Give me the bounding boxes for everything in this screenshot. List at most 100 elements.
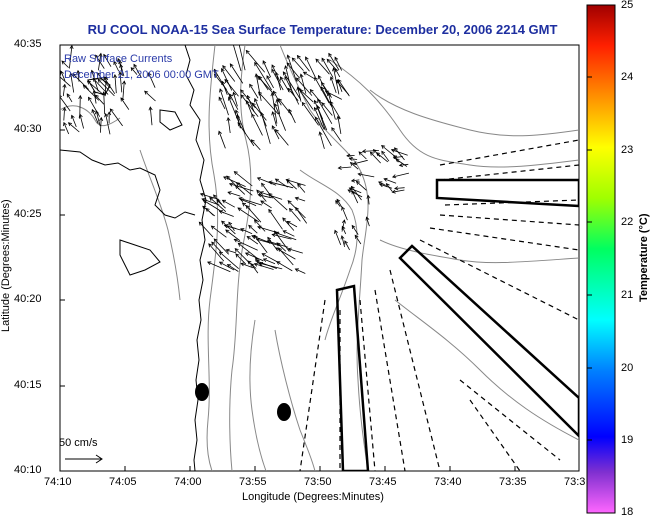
current-vector — [234, 239, 258, 251]
current-vector — [223, 176, 246, 187]
current-vector-head — [219, 88, 223, 93]
current-vector — [238, 45, 246, 71]
current-vector — [258, 91, 279, 115]
current-vector-head — [60, 70, 64, 75]
colorbar-tick-label: 19 — [621, 434, 634, 446]
current-vector — [314, 107, 325, 130]
current-vector — [120, 64, 123, 76]
current-vector-head — [104, 112, 109, 118]
current-vector — [211, 225, 227, 238]
bathymetry-contours — [60, 45, 579, 471]
current-vector-head — [51, 76, 54, 79]
current-vector-head — [271, 125, 276, 130]
current-vector-head — [335, 200, 340, 205]
current-vector — [149, 107, 153, 126]
current-vector — [221, 68, 233, 91]
current-vector-head — [49, 79, 52, 83]
current-vector-head — [237, 207, 242, 212]
current-vector — [256, 238, 281, 247]
current-vector-head — [394, 186, 399, 191]
current-vector-head — [282, 71, 287, 76]
current-vector — [286, 179, 297, 190]
plot-area — [59, 44, 580, 472]
current-vector-head — [245, 49, 250, 55]
current-vector-head — [101, 91, 106, 96]
current-vector-head — [62, 106, 67, 112]
x-tick-label: 73:40 — [434, 476, 462, 488]
current-vector-head — [354, 234, 359, 239]
current-vector — [226, 175, 240, 190]
current-vector-head — [218, 261, 224, 266]
current-vector — [341, 220, 345, 232]
current-vector-head — [60, 95, 62, 97]
current-vector — [315, 117, 332, 146]
current-vector-head — [224, 78, 229, 83]
current-vector-head — [254, 73, 259, 78]
current-vector — [227, 191, 241, 197]
current-vector — [379, 183, 393, 189]
current-vector-head — [320, 86, 325, 91]
current-vector-head — [69, 45, 74, 50]
current-vector-head — [391, 189, 396, 194]
current-vector — [208, 243, 225, 262]
current-vector — [240, 228, 253, 235]
current-vector-head — [288, 207, 293, 213]
current-vector — [376, 152, 389, 163]
current-vector — [320, 86, 333, 108]
current-vector — [362, 150, 379, 152]
current-vector-head — [261, 253, 266, 257]
current-vector — [251, 113, 263, 136]
current-vector-head — [118, 71, 123, 76]
current-vector-head — [268, 192, 273, 197]
current-vector — [351, 186, 362, 201]
current-vector — [321, 58, 334, 78]
current-vector — [297, 87, 302, 102]
current-vector — [392, 189, 405, 193]
current-vector — [95, 94, 105, 105]
current-vector — [358, 151, 367, 160]
current-vector-head — [347, 189, 352, 194]
current-vector-head — [240, 94, 245, 99]
current-vector-head — [117, 57, 121, 63]
current-vector-head — [267, 236, 272, 241]
y-tick-label: 40:15 — [14, 379, 42, 391]
current-vector-head — [113, 73, 118, 79]
current-vector-head — [398, 163, 404, 168]
current-vector — [205, 208, 214, 216]
current-vector — [317, 99, 333, 124]
current-vector — [103, 54, 112, 67]
current-vector — [257, 177, 277, 186]
current-vector-head — [47, 69, 50, 72]
current-vector-head — [279, 76, 284, 81]
current-vector-head — [248, 224, 253, 229]
current-vector — [72, 73, 89, 90]
current-vector-head — [278, 247, 283, 252]
current-vector-head — [301, 101, 306, 107]
current-vector-head — [256, 189, 261, 194]
current-vector-head — [232, 91, 237, 96]
x-tick-label: 73:55 — [239, 476, 267, 488]
current-vector-head — [213, 68, 218, 73]
current-vector-head — [92, 77, 97, 82]
current-vector-head — [291, 57, 296, 62]
current-vector — [104, 76, 107, 97]
current-vector-head — [390, 148, 396, 153]
current-vector — [394, 187, 405, 189]
current-vector — [299, 89, 314, 103]
station-marker — [277, 403, 291, 421]
current-vector-head — [260, 200, 265, 205]
legend-line-1: Raw Surface Currents — [64, 53, 173, 65]
current-vector-head — [355, 180, 360, 185]
current-vector-head — [268, 180, 273, 185]
current-vector-head — [287, 247, 292, 252]
current-vector — [330, 76, 337, 94]
current-vector — [93, 90, 97, 104]
current-vector-head — [305, 56, 309, 61]
current-vector — [251, 139, 261, 151]
current-vector — [283, 230, 295, 237]
current-vector — [219, 210, 234, 217]
current-vector-head — [207, 261, 212, 266]
current-vector — [249, 84, 259, 99]
current-vector-head — [348, 156, 353, 161]
current-vector — [100, 117, 102, 133]
